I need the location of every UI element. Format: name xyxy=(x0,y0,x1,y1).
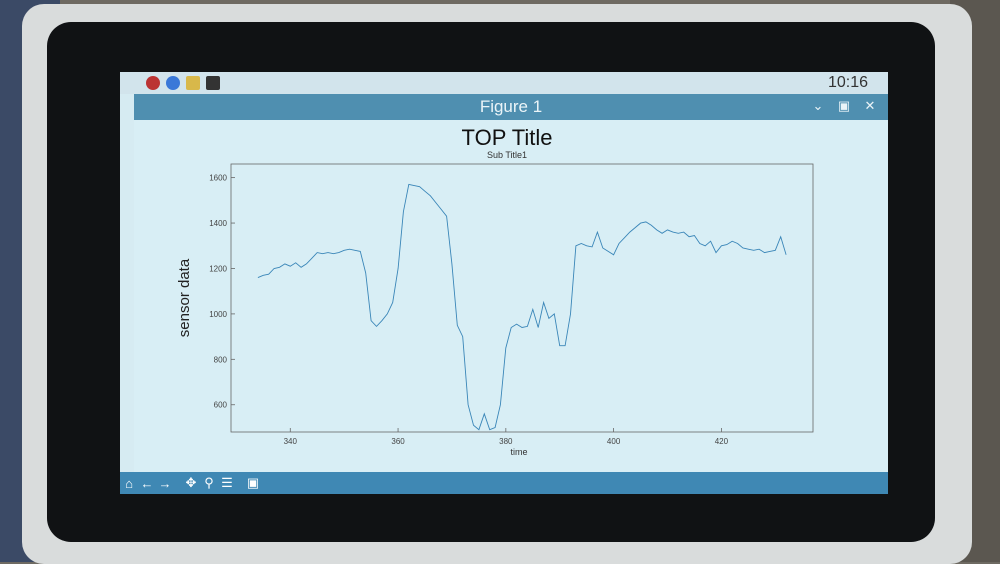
save-icon[interactable]: ▣ xyxy=(246,475,260,490)
x-tick-label: 400 xyxy=(607,437,621,446)
series-line xyxy=(257,183,787,431)
y-tick-label: 1200 xyxy=(209,264,227,273)
x-tick-label: 360 xyxy=(391,437,405,446)
chart-title: TOP Title xyxy=(462,125,553,150)
y-tick-label: 1000 xyxy=(209,310,227,319)
maximize-icon[interactable]: ▣ xyxy=(837,98,851,113)
minimize-icon[interactable]: ⌄ xyxy=(812,98,824,113)
terminal-icon[interactable] xyxy=(206,76,220,90)
y-tick-label: 800 xyxy=(214,355,228,364)
plot-area xyxy=(230,163,814,433)
close-icon[interactable]: ✕ xyxy=(864,98,876,113)
window-titlebar[interactable]: Figure 1 ⌄ ▣ ✕ xyxy=(134,94,888,120)
configure-icon[interactable]: ☰ xyxy=(221,475,233,490)
x-tick-label: 340 xyxy=(284,437,298,446)
x-axis-label: time xyxy=(510,447,527,457)
raspberry-menu-icon[interactable] xyxy=(146,76,160,90)
home-icon[interactable]: ⌂ xyxy=(125,475,133,491)
forward-arrow-icon[interactable]: → xyxy=(158,475,172,491)
x-tick-label: 380 xyxy=(499,437,513,446)
x-tick-label: 420 xyxy=(715,437,729,446)
zoom-icon[interactable]: ⚲ xyxy=(204,475,214,490)
y-tick-label: 600 xyxy=(214,401,228,410)
folder-icon[interactable] xyxy=(186,76,200,90)
back-arrow-icon[interactable]: ← xyxy=(140,475,154,491)
taskbar: 10:16 xyxy=(120,72,888,94)
taskbar-clock: 10:16 xyxy=(827,74,868,91)
line-chart: TOP Title Sub Title1 600 800 1000 1200 1400 1… xyxy=(176,125,814,457)
figure-canvas: TOP Title Sub Title1 600 800 1000 1200 1400 1… xyxy=(134,120,888,472)
screen: 10:16 Figure 1 ⌄ ▣ ✕ TOP Title Sub Title… xyxy=(120,72,888,494)
y-axis-label: sensor data xyxy=(176,258,193,337)
browser-icon[interactable] xyxy=(166,76,180,90)
figure-toolbar: ⌂ ← → ✥ ⚲ ☰ ▣ xyxy=(120,472,888,494)
pan-icon[interactable]: ✥ xyxy=(185,475,197,490)
window-title: Figure 1 xyxy=(479,97,543,116)
y-tick-label: 1600 xyxy=(209,174,227,183)
chart-subtitle: Sub Title1 xyxy=(487,150,527,160)
y-tick-label: 1400 xyxy=(209,219,227,228)
